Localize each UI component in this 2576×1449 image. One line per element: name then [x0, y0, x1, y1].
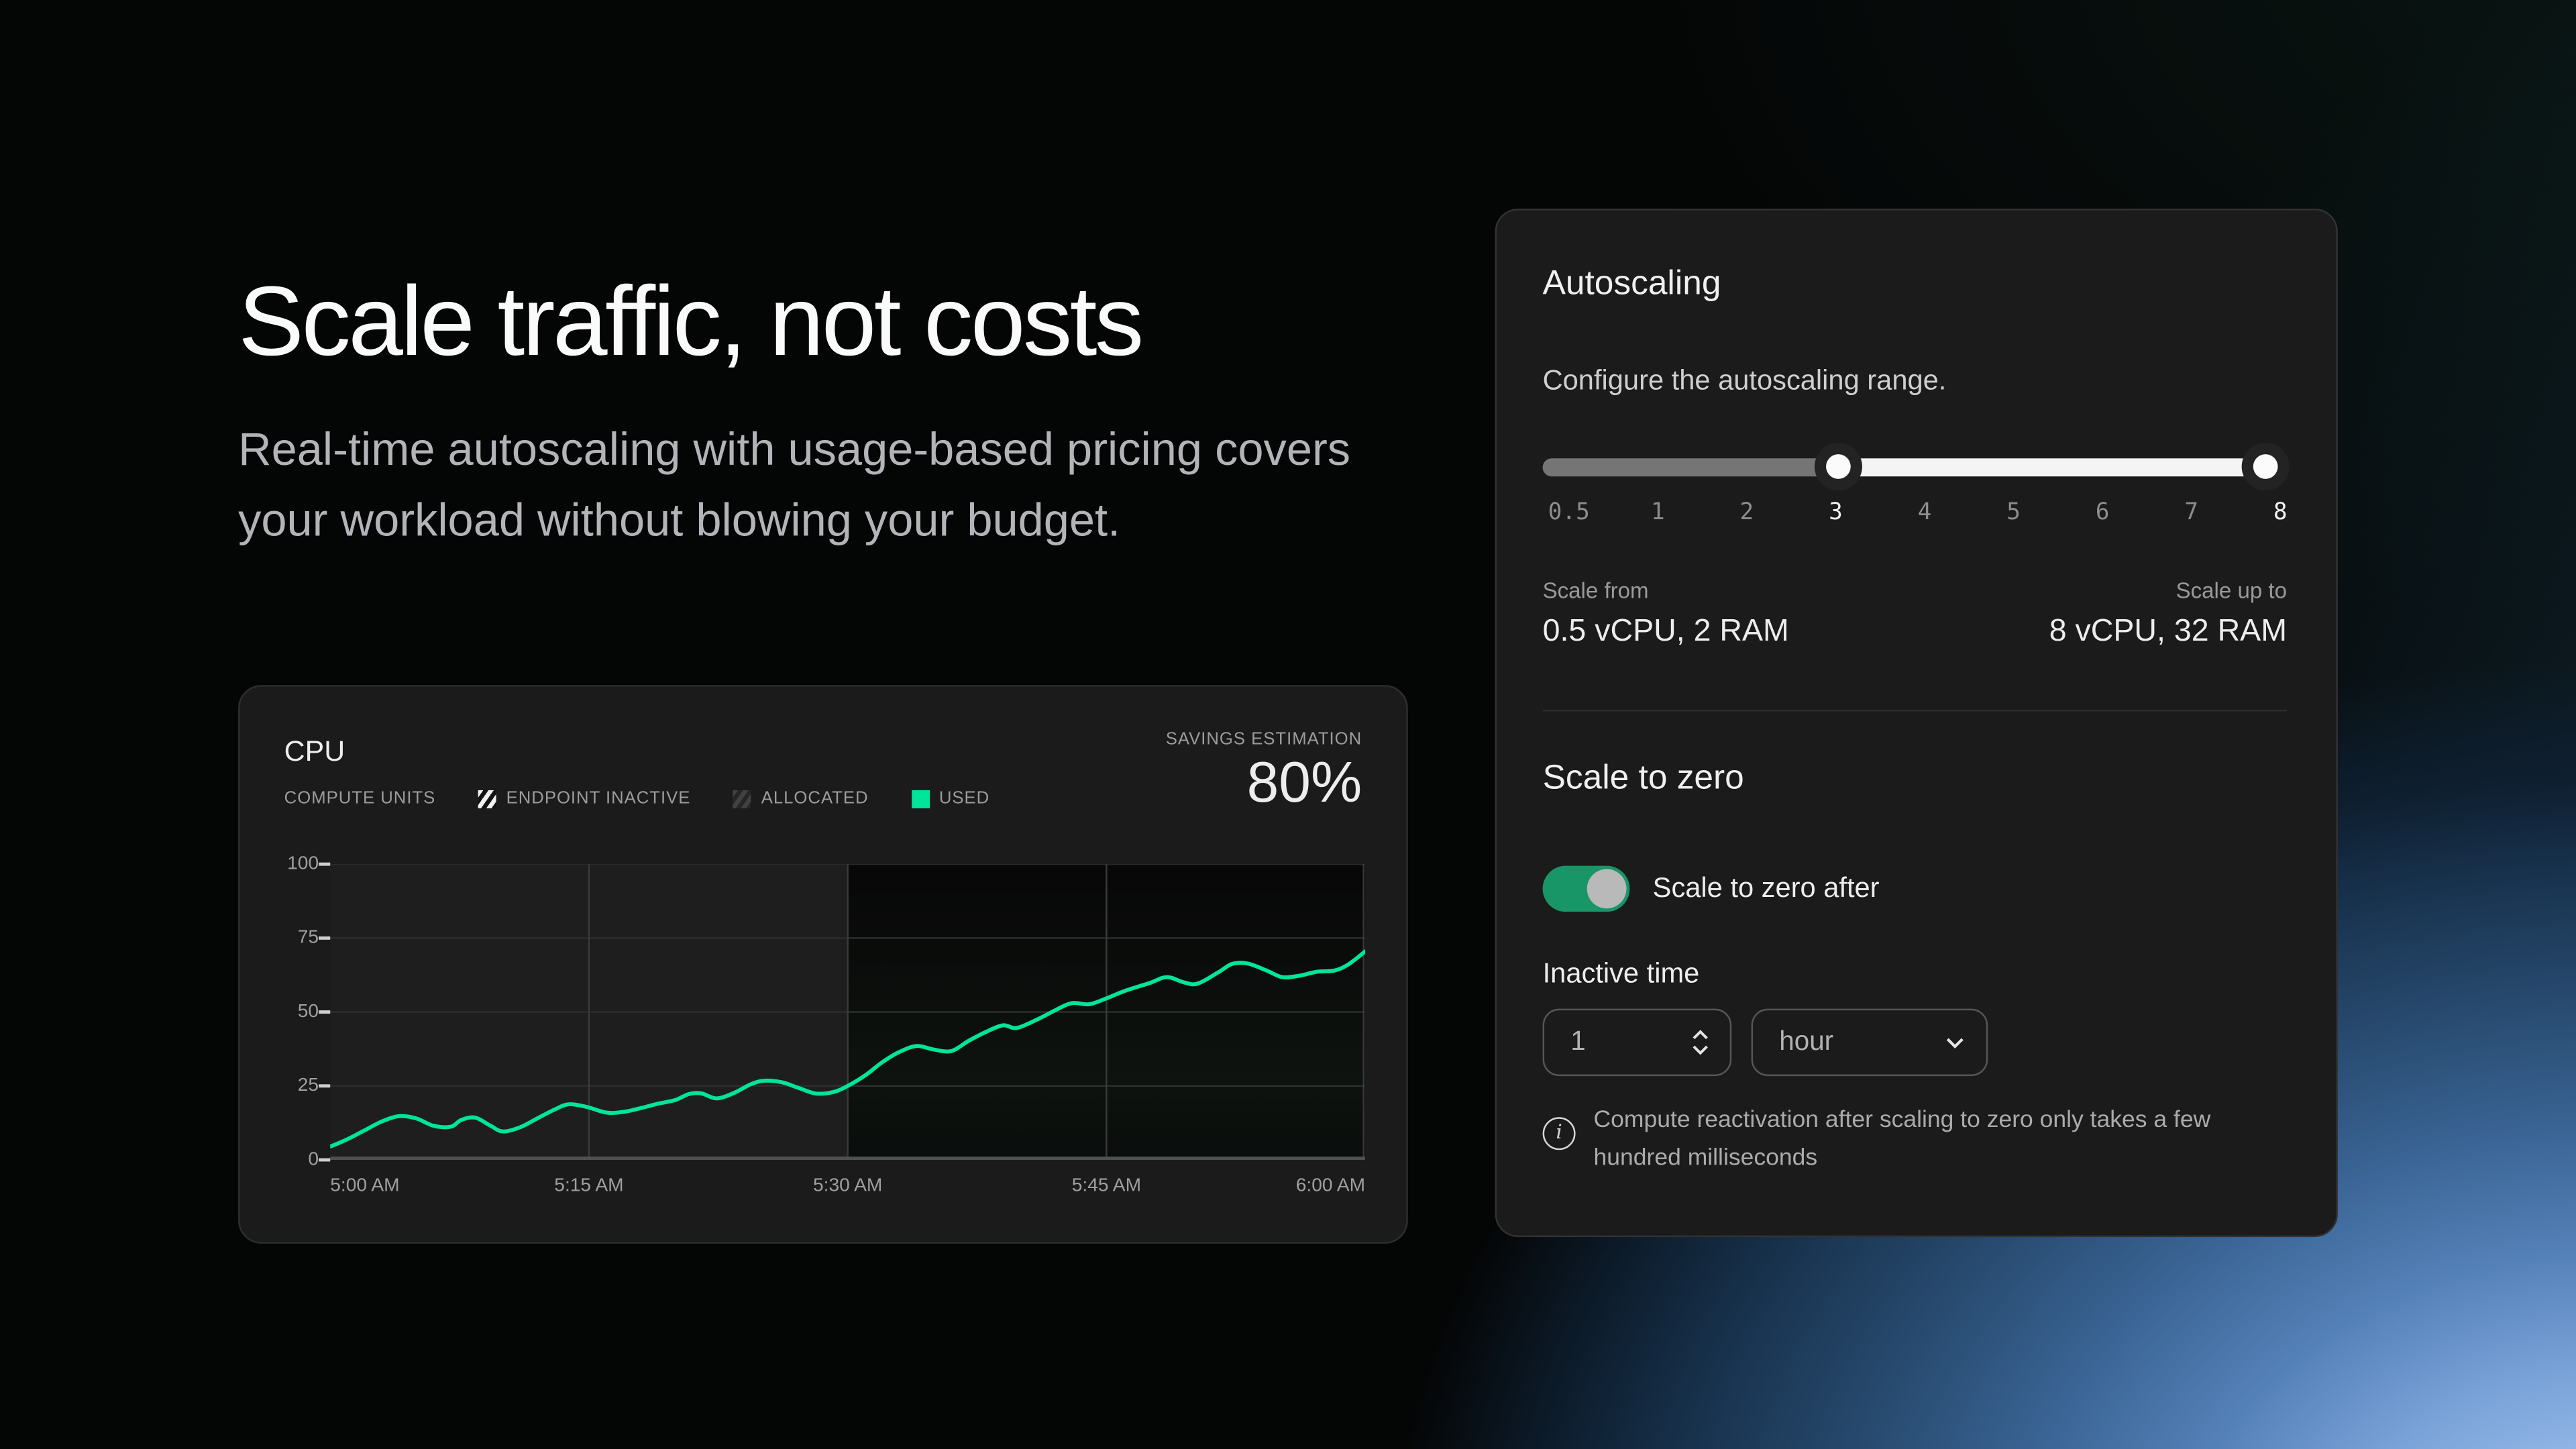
- scale-to-zero-toggle[interactable]: [1542, 865, 1630, 912]
- slider-scale-label-3: 3: [1829, 499, 1843, 526]
- y-axis-tick: [319, 936, 331, 940]
- slider-scale-label-2: 2: [1739, 499, 1754, 526]
- slider-handle-dot: [2253, 454, 2278, 479]
- inactive-time-unit-select[interactable]: hour: [1751, 1008, 1988, 1077]
- slider-scale-label-4: 4: [1917, 499, 1932, 526]
- inactive-time-label: Inactive time: [1542, 957, 1700, 989]
- chevron-down-icon: [1946, 1037, 1964, 1048]
- number-stepper-icon[interactable]: [1692, 1030, 1708, 1055]
- savings-value: 80%: [1246, 751, 1362, 815]
- reactivation-note-text: Compute reactivation after scaling to ze…: [1593, 1107, 2211, 1171]
- savings-label: SAVINGS ESTIMATION: [1165, 729, 1362, 749]
- y-axis-tick: [319, 1084, 331, 1088]
- scale-to-zero-title: Scale to zero: [1542, 759, 1744, 797]
- y-axis-tick: [319, 1010, 331, 1014]
- dim-square-icon: [733, 789, 752, 808]
- slider-scale-label-8: 8: [2273, 499, 2288, 526]
- legend-label: COMPUTE UNITS: [284, 788, 436, 808]
- toggle-knob: [1587, 869, 1627, 909]
- y-axis-tick: [319, 862, 331, 866]
- legend-label: ALLOCATED: [761, 788, 869, 808]
- slider-handle-dot: [1826, 454, 1851, 479]
- scale-from-label: Scale from: [1542, 578, 1649, 603]
- cpu-usage-chart: 100 75 50 25 0 5:00 AM 5:15 AM 5:30 AM 5:45 AM 6:…: [240, 853, 1410, 1245]
- scale-up-to-label: Scale up to: [2176, 578, 2287, 603]
- reactivation-note: i Compute reactivation after scaling to …: [1542, 1102, 2257, 1176]
- slider-scale-label-1: 1: [1650, 499, 1665, 526]
- x-axis-label-5: 6:00 AM: [1295, 1176, 1366, 1196]
- x-axis-label-4: 5:45 AM: [1071, 1176, 1142, 1196]
- cpu-chart-card: CPU COMPUTE UNITS ENDPOINT INACTIVE ALLOCA…: [238, 685, 1408, 1244]
- legend-item-compute-units: COMPUTE UNITS: [284, 789, 436, 808]
- slider-handle-max[interactable]: [2241, 443, 2290, 491]
- hero-title: Scale traffic, not costs: [238, 266, 1144, 377]
- chart-title: CPU: [284, 734, 345, 767]
- legend-item-allocated: ALLOCATED: [733, 789, 868, 808]
- x-axis-label-1: 5:00 AM: [330, 1176, 400, 1196]
- inactive-time-input[interactable]: 1: [1542, 1008, 1732, 1077]
- y-axis-label-50: 50: [297, 1001, 319, 1022]
- scale-up-to-value: 8 vCPU, 32 RAM: [2049, 614, 2287, 649]
- chevron-up-icon: [1693, 1030, 1708, 1040]
- autoscaling-range-slider[interactable]: [1542, 443, 2290, 491]
- y-axis-label-25: 25: [297, 1075, 319, 1095]
- slider-scale-label-6: 6: [2095, 499, 2110, 526]
- legend-item-endpoint-inactive: ENDPOINT INACTIVE: [478, 789, 690, 808]
- slider-scale-labels: 0.5 1 2 3 4 5 6 7 8: [1548, 499, 2288, 526]
- slider-handle-min[interactable]: [1815, 443, 1863, 491]
- slider-scale-label-0.5: 0.5: [1548, 499, 1590, 526]
- autoscaling-card: Autoscaling Configure the autoscaling ra…: [1495, 209, 2338, 1238]
- autoscaling-title: Autoscaling: [1542, 264, 1721, 303]
- x-axis-label-3: 5:30 AM: [812, 1176, 883, 1196]
- chevron-down-icon: [1693, 1045, 1708, 1055]
- hatched-square-icon: [478, 789, 496, 808]
- chart-plot-area: [330, 864, 1366, 1160]
- legend-label: ENDPOINT INACTIVE: [506, 788, 691, 808]
- slider-scale-label-7: 7: [2184, 499, 2198, 526]
- legend-label: USED: [938, 788, 990, 808]
- y-axis-label-75: 75: [297, 927, 319, 947]
- green-square-icon: [911, 789, 930, 808]
- section-divider: [1542, 709, 2287, 712]
- inactive-time-unit-value: hour: [1779, 1026, 1834, 1057]
- chart-legend: COMPUTE UNITS ENDPOINT INACTIVE ALLOCATED U…: [284, 789, 990, 808]
- hero-subtitle: Real-time autoscaling with usage-based p…: [238, 423, 1351, 546]
- y-axis-tick: [319, 1158, 331, 1162]
- y-axis-label-0: 0: [308, 1149, 319, 1169]
- used-cpu-line: [330, 949, 1366, 1149]
- slider-selected-range: [1839, 458, 2266, 477]
- scale-from-value: 0.5 vCPU, 2 RAM: [1542, 614, 1789, 649]
- legend-item-used: USED: [911, 789, 989, 808]
- savings-estimation: SAVINGS ESTIMATION 80%: [1166, 729, 1362, 813]
- y-axis-label-100: 100: [287, 853, 319, 873]
- autoscaling-description: Configure the autoscaling range.: [1542, 364, 1947, 396]
- inactive-time-value: 1: [1570, 1026, 1586, 1057]
- slider-scale-label-5: 5: [2006, 499, 2021, 526]
- info-icon: i: [1542, 1117, 1576, 1150]
- x-axis-label-2: 5:15 AM: [554, 1176, 624, 1196]
- scale-to-zero-toggle-label: Scale to zero after: [1652, 872, 1880, 904]
- slider-track[interactable]: [1542, 458, 2266, 477]
